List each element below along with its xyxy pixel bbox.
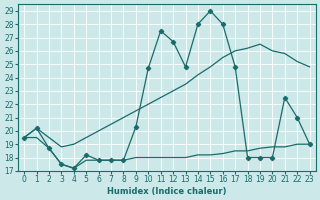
X-axis label: Humidex (Indice chaleur): Humidex (Indice chaleur) [107, 187, 227, 196]
